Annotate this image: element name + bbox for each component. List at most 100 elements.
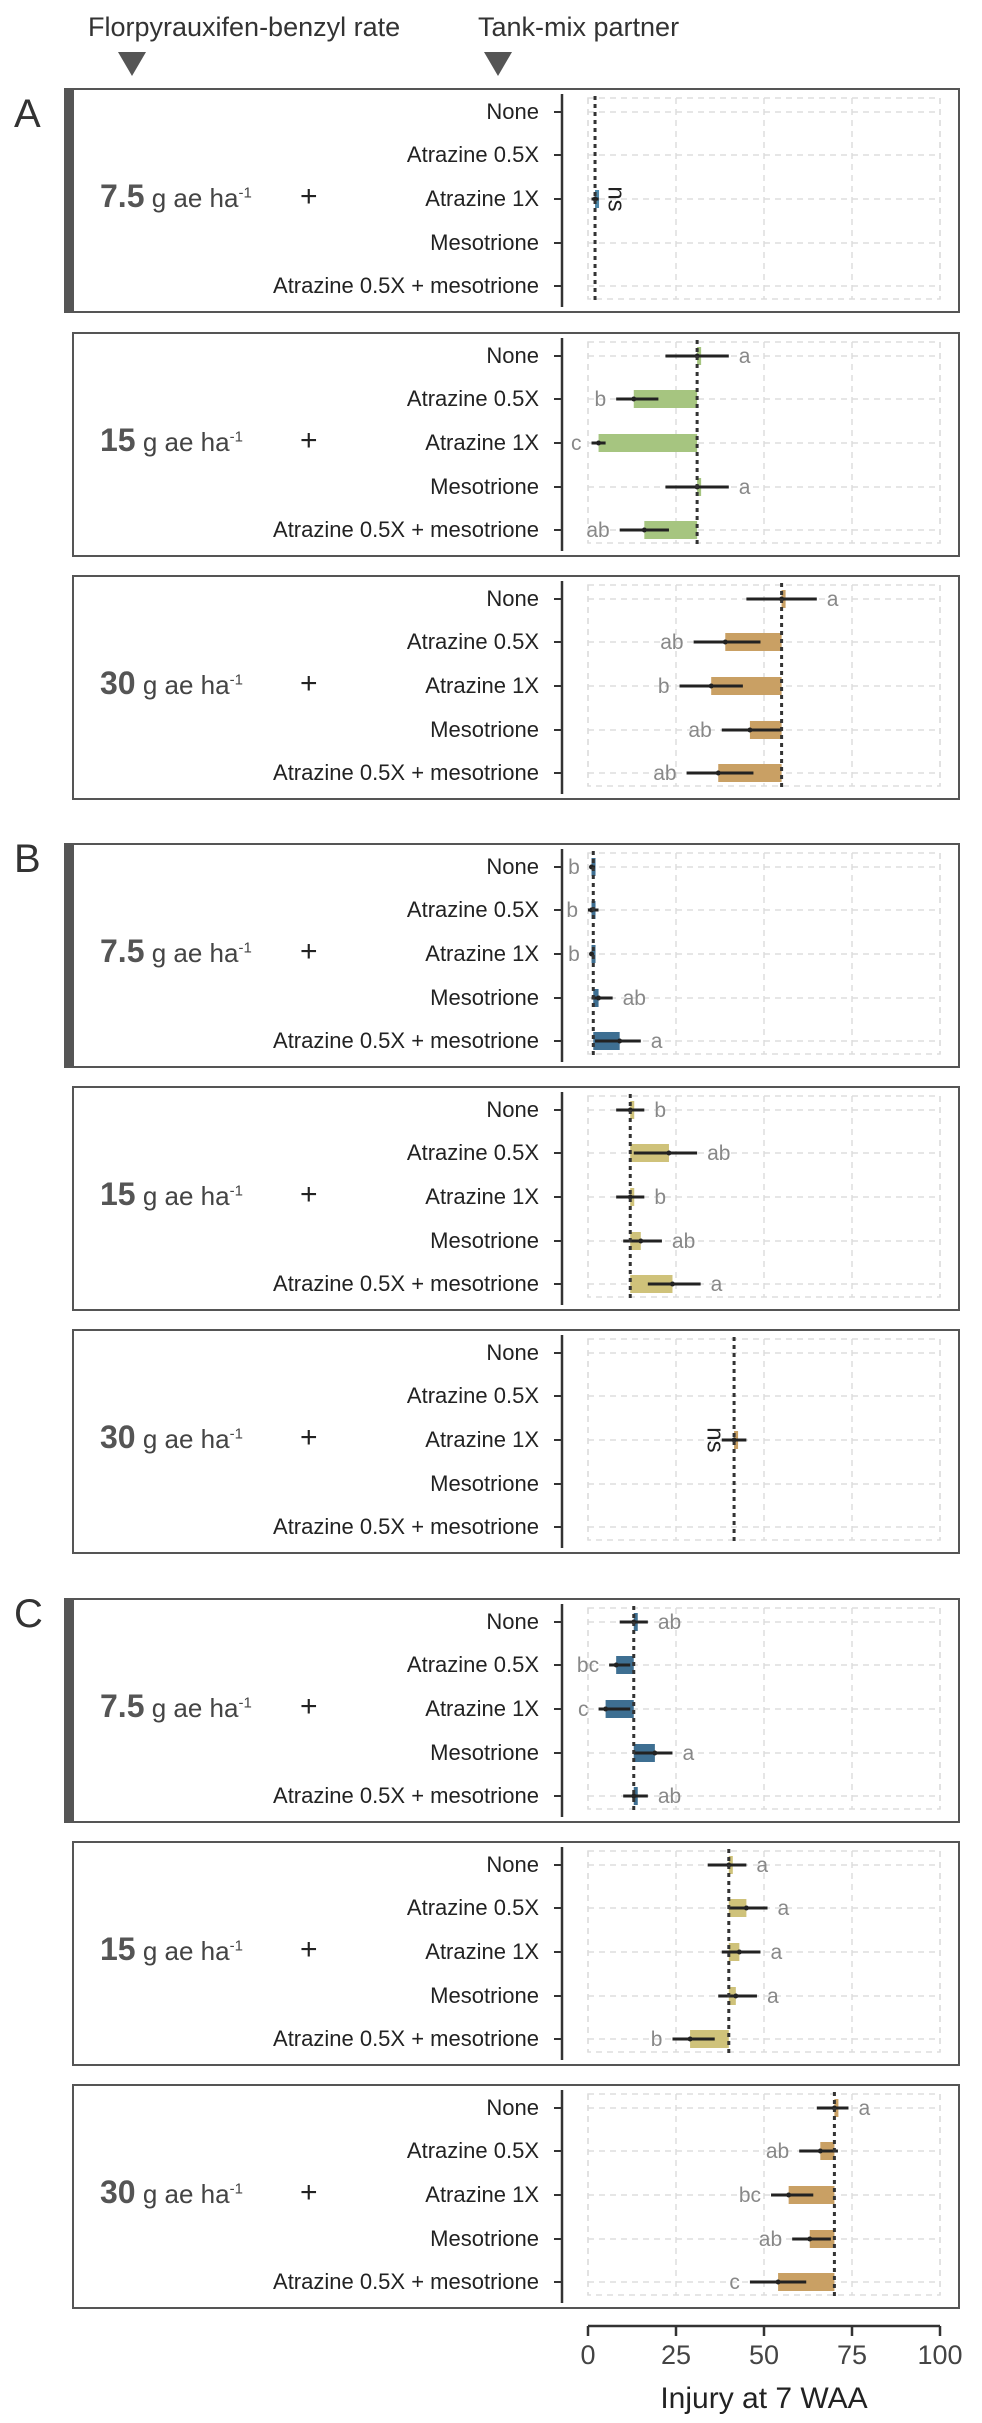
treatment-label: Mesotrione [430,717,539,742]
mean-point [736,1949,742,1955]
significance-letter: bc [577,1654,599,1677]
rate-value: 15 [100,422,136,458]
rate-unit-exponent: -1 [238,939,252,957]
rate-value: 30 [100,2174,136,2210]
significance-letter: b [568,856,580,879]
treatment-label: Atrazine 1X [425,2182,539,2207]
significance-letter: ab [653,762,676,785]
mean-point [715,770,721,776]
treatment-label: None [486,586,539,611]
significance-letter: b [568,943,580,966]
treatment-label: Mesotrione [430,2226,539,2251]
plus-sign: + [300,1178,318,1211]
section-marker-B [64,843,72,1068]
plus-sign: + [300,180,318,213]
treatment-label: None [486,2095,539,2120]
treatment-label: Atrazine 1X [425,186,539,211]
treatment-label: Atrazine 0.5X + mesotrione [273,2026,539,2051]
significance-letter: a [770,1941,782,1964]
treatment-label: None [486,1609,539,1634]
treatment-label: Atrazine 1X [425,1696,539,1721]
x-tick-label: 0 [580,2340,596,2370]
mean-point [617,1038,623,1044]
significance-letter: ab [672,1230,695,1253]
rate-unit-exponent: -1 [229,671,243,689]
rate-unit-exponent: -1 [238,1694,252,1712]
mean-point [641,527,647,533]
treatment-label: Atrazine 0.5X [406,1140,539,1165]
panel-B-30 [72,1329,960,1554]
treatment-label: Atrazine 0.5X + mesotrione [273,1028,539,1053]
significance-letter: c [578,1698,589,1721]
panel-A-30 [72,575,960,800]
panel-C-15 [72,1841,960,2066]
treatment-label: Atrazine 1X [425,941,539,966]
plus-sign: + [300,935,318,968]
significance-letter: a [756,1854,768,1877]
rate-unit-exponent: -1 [238,184,252,202]
rate-label: 15 g ae ha-1 [100,1931,243,1968]
x-axis-label: Injury at 7 WAA [660,2382,868,2415]
bar [633,390,698,408]
treatment-label: None [486,99,539,124]
rate-unit: g ae ha [135,427,230,457]
rate-unit: g ae ha [135,670,230,700]
partner-header: Tank-mix partner [478,12,680,42]
significance-letter: a [739,476,751,499]
significance-letter: b [566,899,578,922]
section-letter-A: A [14,92,41,136]
mean-point [631,1793,637,1799]
significance-letter: b [654,1099,666,1122]
significance-letter: a [651,1030,663,1053]
treatment-label: Atrazine 1X [425,1184,539,1209]
rate-unit-exponent: -1 [229,1182,243,1200]
treatment-label: Atrazine 0.5X + mesotrione [273,517,539,542]
mean-point [817,2148,823,2154]
significance-letter: b [594,388,606,411]
treatment-label: Atrazine 0.5X [406,629,539,654]
rate-unit-exponent: -1 [229,2180,243,2198]
rate-unit-exponent: -1 [229,1425,243,1443]
rate-label: 30 g ae ha-1 [100,665,243,702]
treatment-label: Atrazine 1X [425,430,539,455]
significance-letter: a [778,1897,790,1920]
mean-point [708,683,714,689]
significance-letter: a [827,588,839,611]
significance-letter: ab [688,719,711,742]
mean-point [807,2236,813,2242]
rate-value: 15 [100,1931,136,1967]
treatment-label: Mesotrione [430,474,539,499]
mean-point [596,995,602,1001]
mean-point [743,1905,749,1911]
mean-point [733,1993,739,1999]
rate-unit-exponent: -1 [229,428,243,446]
treatment-label: None [486,1852,539,1877]
bar [711,677,782,695]
treatment-label: Mesotrione [430,985,539,1010]
mean-point [775,2279,781,2285]
treatment-label: Mesotrione [430,1983,539,2008]
x-tick-label: 100 [917,2340,963,2370]
rate-label: 15 g ae ha-1 [100,1176,243,1213]
treatment-label: Atrazine 0.5X [406,2138,539,2163]
treatment-label: None [486,854,539,879]
rate-label: 30 g ae ha-1 [100,2174,243,2211]
panel-B-7.5 [72,843,960,1068]
x-tick-label: 75 [836,2340,868,2370]
panel-B-15 [72,1086,960,1311]
treatment-label: Mesotrione [430,1471,539,1496]
rate-value: 30 [100,665,136,701]
significance-letter: b [654,1186,666,1209]
significance-letter: ab [623,987,646,1010]
rate-value: 7.5 [100,933,145,969]
treatment-label: Atrazine 1X [425,1427,539,1452]
mean-point [687,2036,693,2042]
rate-label: 7.5 g ae ha-1 [100,178,252,215]
mean-point [638,1238,644,1244]
treatment-label: Atrazine 0.5X + mesotrione [273,760,539,785]
rate-unit: g ae ha [144,1693,239,1723]
mean-point [722,639,728,645]
treatment-label: Atrazine 0.5X [406,1383,539,1408]
treatment-label: Atrazine 0.5X + mesotrione [273,1783,539,1808]
plus-sign: + [300,1690,318,1723]
